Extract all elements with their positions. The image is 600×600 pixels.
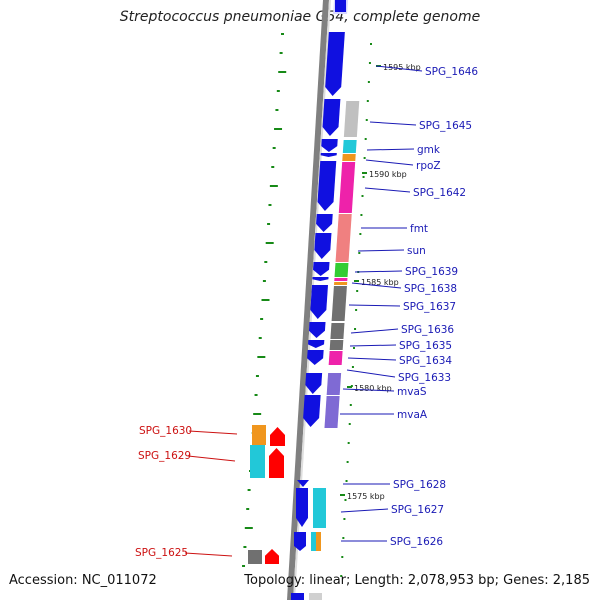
gene-label-leader	[346, 369, 396, 378]
gene-label-leader	[366, 148, 415, 151]
gene-fragment	[291, 593, 304, 600]
cog-bar	[328, 351, 343, 365]
gene-label-leader	[375, 65, 423, 72]
gene-arrow	[316, 214, 333, 232]
gene-label: SPG_1633	[398, 372, 451, 384]
gene-label: SPG_1628	[393, 479, 446, 491]
cog-bar	[334, 278, 348, 281]
reverse-gene-arrow	[269, 448, 284, 478]
cog-bar	[326, 373, 342, 395]
cog-bar	[338, 162, 356, 213]
gene-fragment	[335, 0, 346, 12]
scale-label: 1580 kbp	[354, 384, 392, 393]
cog-bar	[334, 282, 348, 285]
reverse-gene-arrow	[265, 549, 279, 564]
cog-bar	[248, 550, 262, 564]
gene-label-leader	[354, 270, 403, 273]
gene-label-leader	[348, 304, 401, 307]
gene-label: SPG_1635	[399, 340, 452, 352]
cog-bar	[330, 323, 345, 339]
scale-label: 1590 kbp	[369, 170, 407, 179]
gene-label: gmk	[417, 144, 441, 156]
cog-bar	[343, 101, 360, 137]
cog-bar	[316, 532, 321, 551]
gene-arrow	[317, 161, 337, 211]
map-title: Streptococcus pneumoniae G54, complete g…	[119, 9, 481, 25]
gene-label-leader	[350, 328, 399, 334]
gene-label-leader	[347, 357, 397, 361]
cog-bar	[329, 340, 344, 350]
scale-label: 1585 kbp	[361, 278, 399, 287]
gene-arrow	[310, 285, 328, 319]
scale-label: 1575 kbp	[347, 492, 385, 501]
cog-bar	[342, 154, 356, 161]
gene-label-leader	[364, 187, 411, 193]
gene-arrow	[307, 350, 324, 365]
gene-label-leader	[342, 388, 395, 392]
topology-label: Topology: linear; Length: 2,078,953 bp; …	[244, 573, 590, 588]
cog-bar	[252, 425, 266, 445]
gene-label: SPG_1638	[404, 283, 457, 295]
gene-label: sun	[407, 245, 426, 257]
gene-label: mvaS	[397, 386, 427, 398]
gene-arrow	[312, 277, 329, 281]
genome-backbone	[287, 0, 329, 600]
gene-label-leader	[340, 508, 389, 513]
gene-label-leader	[184, 552, 233, 557]
gene-label: mvaA	[397, 409, 428, 421]
cog-bar	[324, 396, 340, 428]
gene-label-leader	[188, 430, 238, 435]
gene-label: SPG_1634	[399, 355, 452, 367]
gene-label: SPG_1626	[390, 536, 443, 548]
gene-label-leader	[187, 455, 236, 462]
gene-label: SPG_1630	[139, 425, 192, 437]
gene-arrow	[321, 139, 338, 152]
gene-label-leader	[365, 159, 414, 166]
gene-label: SPG_1642	[413, 187, 466, 199]
gene-label: fmt	[410, 223, 428, 235]
cog-bar	[331, 286, 347, 321]
cog-bar	[250, 445, 265, 478]
gene-fragment	[309, 593, 322, 600]
gene-label: SPG_1629	[138, 450, 191, 462]
cog-bar	[313, 488, 326, 528]
gene-label: SPG_1645	[419, 120, 472, 132]
gene-label-leader	[351, 282, 402, 289]
gene-label: SPG_1636	[401, 324, 454, 336]
cog-bar	[334, 263, 349, 277]
cog-bar	[311, 532, 316, 551]
cog-bar	[335, 214, 352, 262]
gene-arrow	[297, 480, 309, 487]
gene-label-leader	[349, 344, 397, 347]
gene-label: SPG_1639	[405, 266, 458, 278]
gene-arrow	[308, 340, 325, 348]
accession-label: Accession: NC_011072	[9, 573, 157, 588]
gene-label: SPG_1625	[135, 547, 188, 559]
gene-arrow	[313, 262, 330, 276]
gene-arrow	[320, 153, 337, 157]
gene-label-leader	[369, 121, 417, 126]
gene-arrow	[325, 32, 345, 96]
gene-label: SPG_1646	[425, 66, 478, 78]
scale-label: 1595 kbp	[383, 63, 421, 72]
gene-label: SPG_1637	[403, 301, 456, 313]
gene-arrow	[308, 322, 326, 338]
reverse-gene-arrow	[270, 427, 285, 446]
gene-arrow	[305, 373, 323, 394]
gene-arrow	[303, 395, 321, 427]
gene-arrow	[322, 99, 341, 136]
cog-bar	[342, 140, 357, 153]
gene-arrow	[296, 488, 308, 527]
gene-arrow	[314, 233, 332, 259]
gene-arrow	[294, 532, 306, 551]
gene-label: SPG_1627	[391, 504, 444, 516]
gene-label-leader	[357, 249, 405, 252]
gene-label: rpoZ	[416, 160, 441, 172]
